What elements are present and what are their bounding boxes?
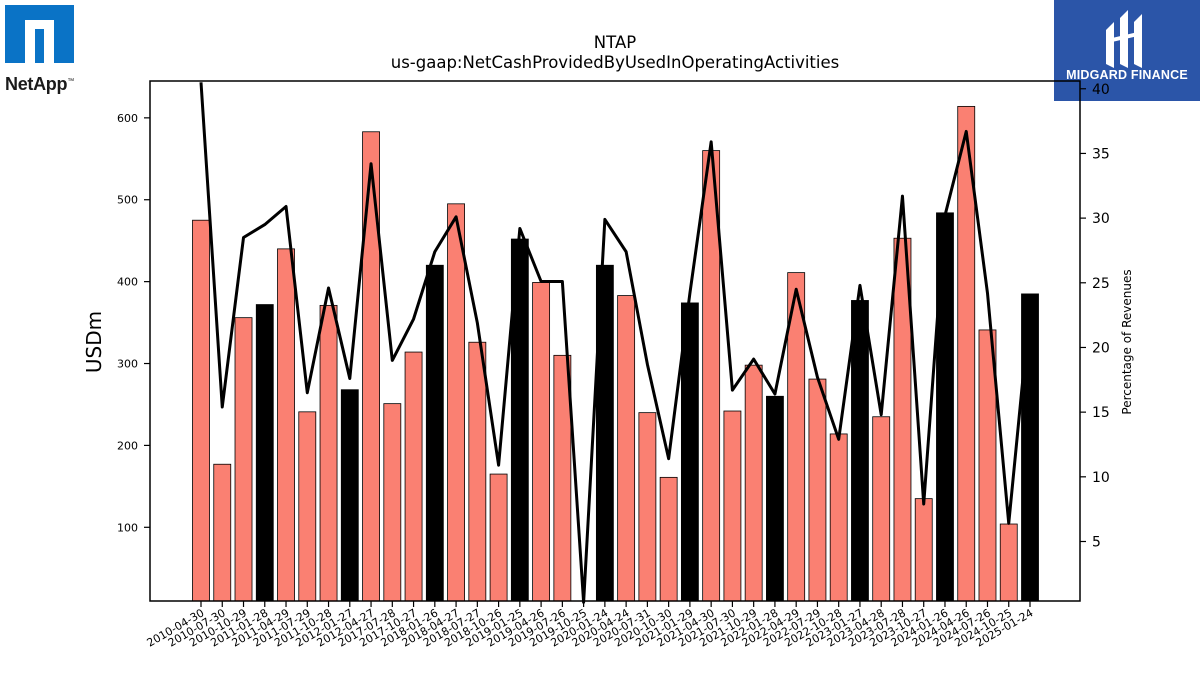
netapp-logo: NetApp™ (5, 5, 85, 95)
midgard-wordmark: MIDGARD FINANCE (1066, 68, 1188, 82)
percentage-line (199, 82, 1032, 604)
bar-2023-10-27 (914, 498, 933, 602)
bar-2018-07-27 (468, 341, 487, 602)
bar-2012-01-27 (340, 389, 359, 602)
bar-2020-07-31 (638, 412, 657, 602)
bar-2011-04-29 (277, 248, 295, 602)
y2-tick-label-40: 40 (1092, 82, 1110, 98)
bar-2011-10-28 (319, 304, 338, 602)
bar-2020-04-24 (617, 295, 636, 602)
y2-tick-label-35: 35 (1092, 146, 1110, 162)
netapp-wordmark: NetApp™ (5, 74, 74, 94)
y2-tick-label-30: 30 (1092, 211, 1110, 227)
chart-subtitle: us-gaap:NetCashProvidedByUsedInOperating… (391, 53, 839, 72)
bar-2018-04-27 (447, 203, 465, 602)
y2-tick-label-20: 20 (1092, 340, 1110, 356)
bar-2010-10-29 (234, 317, 253, 602)
y-tick-label-300: 300 (117, 358, 138, 371)
y2-axis-label: Percentage of Revenues (1120, 269, 1134, 414)
bar-2024-10-25 (999, 523, 1018, 602)
y-axis-label: USDm (82, 311, 106, 373)
y-tick-label-500: 500 (117, 194, 138, 207)
bar-2023-01-27 (851, 300, 869, 602)
bar-2022-10-28 (829, 433, 848, 602)
midgard-finance-logo: MIDGARD FINANCE (1054, 0, 1200, 101)
y2-tick-label-25: 25 (1092, 276, 1110, 292)
bar-2020-10-30 (659, 476, 678, 602)
bar-2022-01-28 (766, 395, 784, 602)
y-tick-label-200: 200 (117, 439, 138, 452)
plot-frame (149, 80, 1081, 602)
bar-2011-01-28 (255, 304, 274, 602)
bar-2022-07-29 (808, 378, 827, 602)
bar-2018-01-26 (425, 264, 444, 602)
y-tick-label-600: 600 (117, 112, 138, 125)
bar-2024-01-26 (936, 212, 954, 602)
bar-2017-10-27 (404, 351, 423, 602)
bar-2025-01-24 (1021, 293, 1039, 602)
bar-2010-04-30 (192, 219, 210, 602)
bar-2023-04-28 (872, 416, 891, 602)
bar-2010-07-30 (213, 463, 232, 602)
bar-2018-10-26 (489, 473, 508, 602)
bar-2011-07-29 (298, 411, 317, 602)
y2-tick-label-10: 10 (1092, 470, 1110, 486)
y-tick-label-100: 100 (117, 521, 138, 534)
y2-tick-label-15: 15 (1092, 405, 1110, 421)
y2-tick-label-5: 5 (1092, 534, 1101, 550)
bar-2019-04-26 (532, 282, 551, 602)
y-tick-label-400: 400 (117, 276, 138, 289)
midgard-logo-icon (1106, 10, 1142, 68)
bar-2021-07-30 (723, 410, 742, 602)
netapp-logo-icon (5, 5, 74, 63)
bar-2021-10-29 (744, 364, 763, 602)
bar-2017-07-28 (383, 403, 402, 602)
chart-title: NTAP (594, 33, 636, 52)
bar-2012-04-27 (362, 131, 380, 602)
